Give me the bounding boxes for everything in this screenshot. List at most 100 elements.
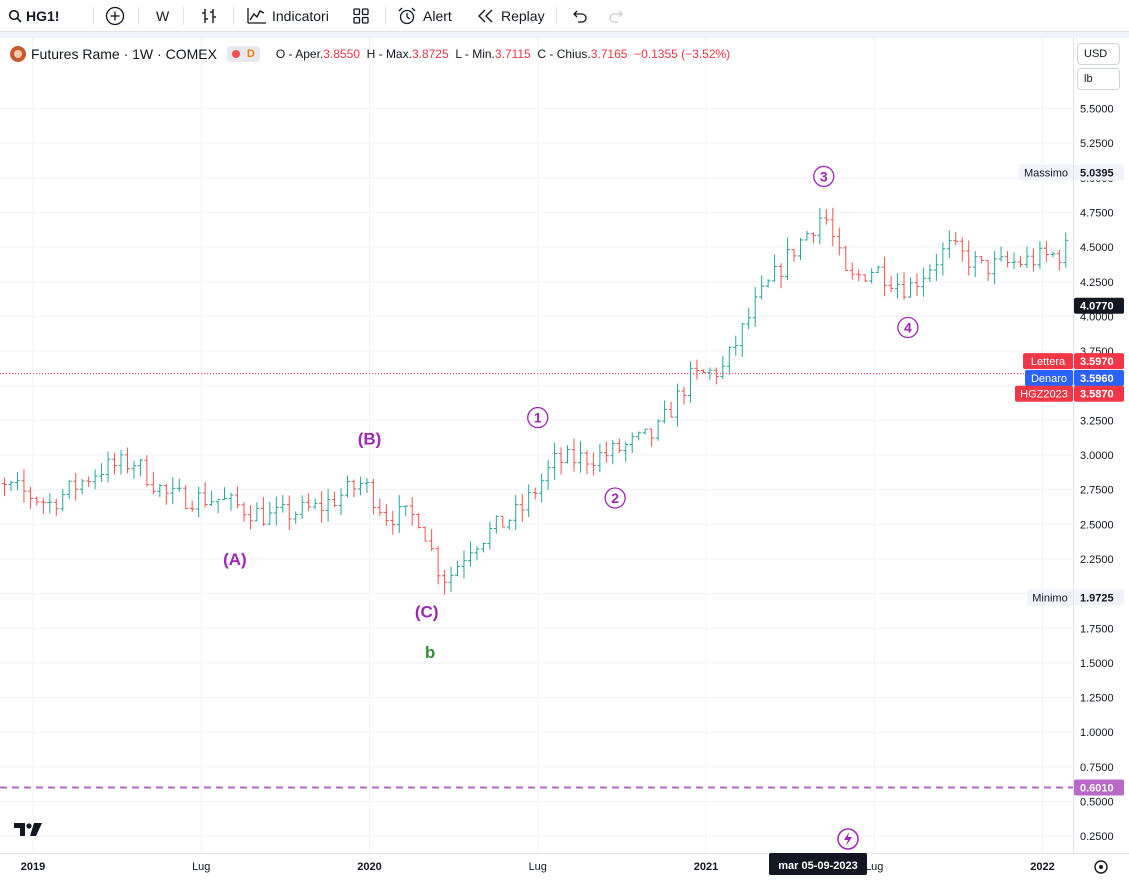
wave-label-text: (B) (358, 429, 382, 448)
ohlc-bar (21, 469, 27, 503)
ohlc-bar (998, 246, 1004, 262)
ohlc-bar (914, 273, 920, 297)
x-tick-label: 2020 (357, 861, 381, 873)
max-tag (1019, 164, 1073, 181)
ohlc-bar (940, 242, 946, 276)
y-tick-label: 2.2500 (1080, 554, 1114, 566)
indicators-icon (247, 8, 266, 24)
y-tick-label: 2.7500 (1080, 485, 1114, 497)
settings-gear-icon[interactable] (1094, 860, 1108, 874)
gear-hub (1099, 865, 1103, 869)
ohlc-bar (713, 367, 719, 385)
y-tick-label: 4.2500 (1080, 277, 1114, 289)
ohlc-bar (241, 502, 247, 522)
ohlc-bar (1037, 241, 1043, 269)
ohlc-bar (474, 546, 480, 561)
replay-label: Replay (501, 8, 545, 24)
contract-box (1074, 385, 1124, 402)
ohlc-bar (642, 428, 648, 435)
ohlc-bar (804, 230, 810, 241)
ohlc-bar (416, 512, 422, 529)
ohlc-bar (610, 440, 616, 465)
ohlc-bar (157, 483, 163, 497)
alert-button[interactable]: Alert (397, 0, 452, 32)
ohlc-bar (700, 369, 706, 374)
ohlc-bar (513, 494, 519, 530)
indicators-button[interactable]: Indicatori (247, 0, 329, 32)
ohlc-bar (882, 256, 888, 297)
ohlc-bar (1011, 252, 1017, 269)
ohlc-bar (1024, 246, 1030, 269)
wave-label: (A) (223, 550, 247, 569)
replay-button[interactable]: Replay (477, 0, 545, 32)
contract-tag-label: HGZ2023 (1020, 389, 1068, 401)
ohlc-bar (189, 500, 195, 512)
ohlc-bar (209, 490, 215, 506)
symbol-search-button[interactable]: HG1! (8, 0, 59, 32)
layouts-button[interactable] (352, 0, 370, 32)
min-tag (1027, 589, 1073, 606)
chart-overlays: 3.545 (0, 373, 1073, 850)
ohlc-bar (500, 515, 506, 528)
ohlc-bar (545, 459, 551, 490)
wave-label: 4 (897, 316, 919, 339)
ohlc-bar (306, 493, 312, 512)
x-tick-label: Lug (865, 861, 883, 873)
price-chart[interactable]: 3.545 (A)(B)(C)b1234(b)c5BAACaBbCc(c)IV … (0, 38, 1129, 885)
ohlc-bar (778, 263, 784, 289)
wave-label: 1 (527, 406, 549, 429)
plus-circle-icon (105, 6, 125, 26)
alert-label: Alert (423, 8, 452, 24)
redo-button[interactable] (608, 0, 626, 32)
ask-tag (1023, 353, 1073, 370)
chart-type-button[interactable] (200, 0, 218, 32)
ohlc-bar (571, 438, 577, 472)
x-tick-label: 2019 (21, 861, 45, 873)
ohlc-bar (655, 418, 661, 441)
unit-select[interactable]: lb (1077, 68, 1120, 90)
ohlc-bar (856, 269, 862, 282)
ohlc-bar (377, 498, 383, 517)
cursor-date-box (769, 853, 867, 875)
interval-button[interactable]: W (156, 0, 169, 32)
low-value: 3.7115 (494, 47, 531, 61)
ohlc-bar (40, 498, 46, 515)
ohlc-bar (112, 452, 118, 475)
currency-select[interactable]: USD (1077, 43, 1120, 65)
x-tick-label: Lug (529, 861, 547, 873)
ohlc-bar (577, 441, 583, 473)
ohlc-bar (681, 386, 687, 405)
ohlc-bar (992, 251, 998, 285)
wave-label-circle (527, 406, 549, 429)
max-value: 5.0395 (1080, 167, 1114, 179)
tradingview-logo-icon[interactable] (13, 821, 43, 844)
ohlc-bar (849, 262, 855, 280)
change-value: −0.1355 (−3.52%) (634, 47, 731, 61)
max-box (1074, 164, 1124, 181)
status-pill[interactable]: D (226, 46, 260, 62)
y-tick-label: 4.0000 (1080, 311, 1114, 323)
ohlc-bar (959, 237, 965, 262)
undo-button[interactable] (570, 0, 588, 32)
ohlc-bar (772, 254, 778, 282)
market-status-dot-icon (231, 50, 240, 58)
compare-add-button[interactable] (105, 0, 125, 32)
ohlc-bar (1017, 255, 1023, 268)
ohlc-bar (370, 478, 376, 515)
ohlc-bar (1056, 249, 1062, 271)
dashed-level-box (1074, 779, 1124, 796)
wave-label-circle (813, 165, 835, 188)
ohlc-bar (247, 505, 253, 530)
y-tick-label: 1.2500 (1080, 693, 1114, 705)
ohlc-bar (403, 505, 409, 516)
ohlc-bar (623, 441, 629, 462)
data-delay-badge: D (246, 48, 255, 60)
y-tick-label: 5.5000 (1080, 104, 1114, 116)
ohlc-bar (668, 401, 674, 418)
ohlc-bar (797, 238, 803, 260)
ohlc-bar (920, 267, 926, 297)
ohlc-bar (202, 481, 208, 508)
wave-label-text: 1 (534, 410, 542, 426)
ohlc-bar (183, 485, 189, 510)
ohlc-bar (791, 249, 797, 262)
